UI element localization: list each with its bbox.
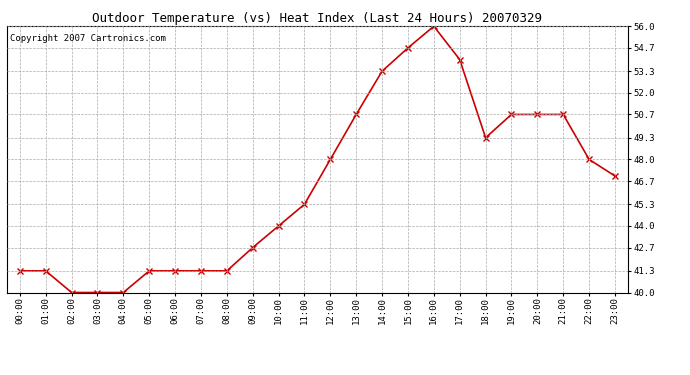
Title: Outdoor Temperature (vs) Heat Index (Last 24 Hours) 20070329: Outdoor Temperature (vs) Heat Index (Las… — [92, 12, 542, 25]
Text: Copyright 2007 Cartronics.com: Copyright 2007 Cartronics.com — [10, 34, 166, 43]
